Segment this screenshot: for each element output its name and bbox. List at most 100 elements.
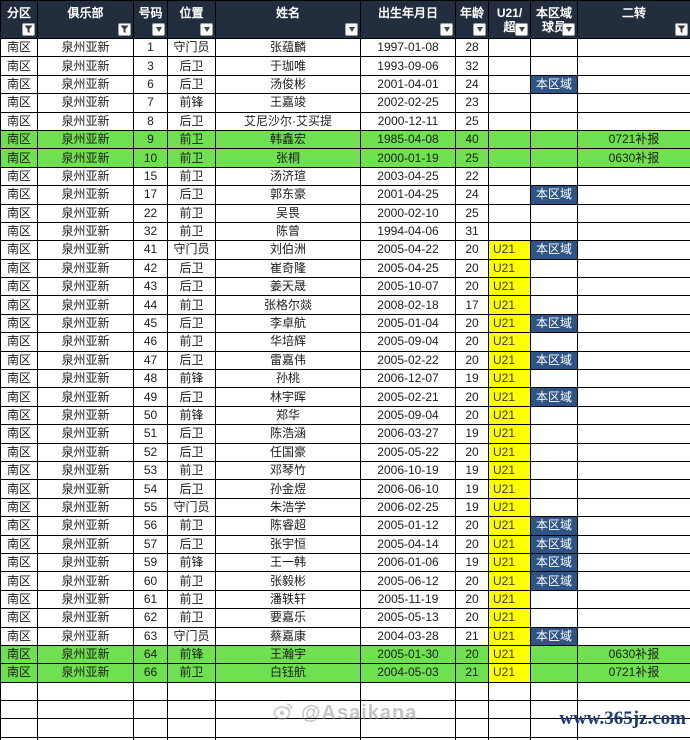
cell-number[interactable]: 54 — [133, 479, 168, 499]
cell-birth[interactable]: 2005-01-04 — [360, 313, 456, 334]
cell-age[interactable]: 20 — [455, 516, 489, 536]
cell-name[interactable]: 张毅彬 — [215, 571, 361, 591]
cell-transfer[interactable] — [577, 166, 690, 187]
cell-age[interactable]: 24 — [455, 74, 489, 95]
cell-position[interactable]: 后卫 — [167, 534, 216, 554]
cell-transfer[interactable] — [577, 295, 690, 315]
cell-name[interactable]: 李卓航 — [215, 313, 361, 334]
cell-division[interactable]: 南区 — [0, 166, 38, 187]
cell-name[interactable]: 张宇恒 — [215, 534, 361, 554]
cell-age[interactable]: 20 — [455, 608, 489, 628]
cell-position[interactable]: 后卫 — [167, 74, 216, 95]
cell-club[interactable]: 泉州亚新 — [37, 148, 134, 168]
cell-number[interactable]: 49 — [133, 387, 168, 407]
cell-division[interactable]: 南区 — [0, 626, 38, 646]
cell-region[interactable]: 本区域 — [530, 534, 578, 554]
filter-dropdown-icon[interactable] — [152, 23, 165, 36]
cell-division[interactable]: 南区 — [0, 295, 38, 315]
cell-transfer[interactable] — [577, 608, 690, 628]
filter-dropdown-icon[interactable] — [515, 23, 528, 36]
cell-position[interactable]: 前锋 — [167, 644, 216, 665]
cell-birth[interactable]: 2005-02-22 — [360, 350, 456, 371]
cell-transfer[interactable] — [577, 37, 690, 58]
cell-division[interactable]: 南区 — [0, 405, 38, 426]
cell-position[interactable]: 后卫 — [167, 387, 216, 407]
cell-region[interactable] — [530, 295, 578, 315]
cell-position[interactable]: 前卫 — [167, 332, 216, 352]
cell-birth[interactable]: 2006-12-07 — [360, 369, 456, 389]
cell-number[interactable]: 3 — [133, 56, 168, 76]
cell-division[interactable]: 南区 — [0, 663, 38, 683]
empty-cell[interactable] — [215, 718, 361, 738]
cell-club[interactable]: 泉州亚新 — [37, 516, 134, 536]
cell-age[interactable]: 20 — [455, 442, 489, 462]
cell-club[interactable]: 泉州亚新 — [37, 608, 134, 628]
cell-transfer[interactable] — [577, 221, 690, 242]
cell-division[interactable]: 南区 — [0, 258, 38, 279]
empty-cell[interactable] — [488, 718, 531, 738]
cell-number[interactable]: 7 — [133, 93, 168, 113]
cell-position[interactable]: 后卫 — [167, 442, 216, 462]
cell-u21[interactable]: U21 — [488, 350, 531, 371]
cell-u21[interactable]: U21 — [488, 663, 531, 683]
cell-u21[interactable]: U21 — [488, 369, 531, 389]
cell-region[interactable] — [530, 497, 578, 518]
filter-funnel-icon[interactable] — [22, 23, 35, 36]
empty-cell[interactable] — [133, 700, 168, 720]
cell-number[interactable]: 15 — [133, 166, 168, 187]
cell-club[interactable]: 泉州亚新 — [37, 93, 134, 113]
cell-division[interactable]: 南区 — [0, 534, 38, 554]
cell-transfer[interactable] — [577, 424, 690, 444]
cell-birth[interactable]: 2005-09-04 — [360, 405, 456, 426]
cell-name[interactable]: 郑华 — [215, 405, 361, 426]
cell-club[interactable]: 泉州亚新 — [37, 626, 134, 646]
cell-age[interactable]: 23 — [455, 93, 489, 113]
cell-u21[interactable]: U21 — [488, 552, 531, 573]
cell-position[interactable]: 后卫 — [167, 185, 216, 205]
cell-region[interactable]: 本区域 — [530, 350, 578, 371]
cell-u21[interactable]: U21 — [488, 258, 531, 279]
cell-name[interactable]: 汤俊彬 — [215, 74, 361, 95]
cell-name[interactable]: 白钰航 — [215, 663, 361, 683]
empty-cell[interactable] — [167, 681, 216, 702]
cell-region[interactable]: 本区域 — [530, 74, 578, 95]
cell-region[interactable] — [530, 405, 578, 426]
cell-birth[interactable]: 2005-01-12 — [360, 516, 456, 536]
filter-dropdown-icon[interactable] — [200, 23, 213, 36]
cell-transfer[interactable] — [577, 185, 690, 205]
cell-number[interactable]: 61 — [133, 589, 168, 610]
cell-birth[interactable]: 1985-04-08 — [360, 129, 456, 150]
cell-club[interactable]: 泉州亚新 — [37, 37, 134, 58]
cell-number[interactable]: 46 — [133, 332, 168, 352]
cell-birth[interactable]: 2003-04-25 — [360, 166, 456, 187]
cell-division[interactable]: 南区 — [0, 111, 38, 131]
filter-dropdown-icon[interactable] — [440, 23, 453, 36]
cell-age[interactable]: 20 — [455, 277, 489, 297]
cell-name[interactable]: 王瀚宇 — [215, 644, 361, 665]
cell-number[interactable]: 6 — [133, 74, 168, 95]
cell-transfer[interactable]: 0630补报 — [577, 644, 690, 665]
cell-club[interactable]: 泉州亚新 — [37, 74, 134, 95]
cell-position[interactable]: 前锋 — [167, 93, 216, 113]
cell-region[interactable] — [530, 129, 578, 150]
cell-region[interactable] — [530, 221, 578, 242]
cell-division[interactable]: 南区 — [0, 644, 38, 665]
cell-region[interactable]: 本区域 — [530, 313, 578, 334]
cell-club[interactable]: 泉州亚新 — [37, 185, 134, 205]
cell-transfer[interactable] — [577, 240, 690, 260]
cell-transfer[interactable] — [577, 350, 690, 371]
cell-position[interactable]: 前卫 — [167, 148, 216, 168]
cell-birth[interactable]: 2006-01-06 — [360, 552, 456, 573]
cell-division[interactable]: 南区 — [0, 497, 38, 518]
cell-number[interactable]: 60 — [133, 571, 168, 591]
cell-region[interactable]: 本区域 — [530, 552, 578, 573]
cell-position[interactable]: 前卫 — [167, 571, 216, 591]
cell-u21[interactable] — [488, 56, 531, 76]
cell-age[interactable]: 20 — [455, 313, 489, 334]
cell-transfer[interactable] — [577, 56, 690, 76]
cell-number[interactable]: 50 — [133, 405, 168, 426]
cell-number[interactable]: 10 — [133, 148, 168, 168]
cell-division[interactable]: 南区 — [0, 479, 38, 499]
cell-number[interactable]: 62 — [133, 608, 168, 628]
cell-division[interactable]: 南区 — [0, 608, 38, 628]
